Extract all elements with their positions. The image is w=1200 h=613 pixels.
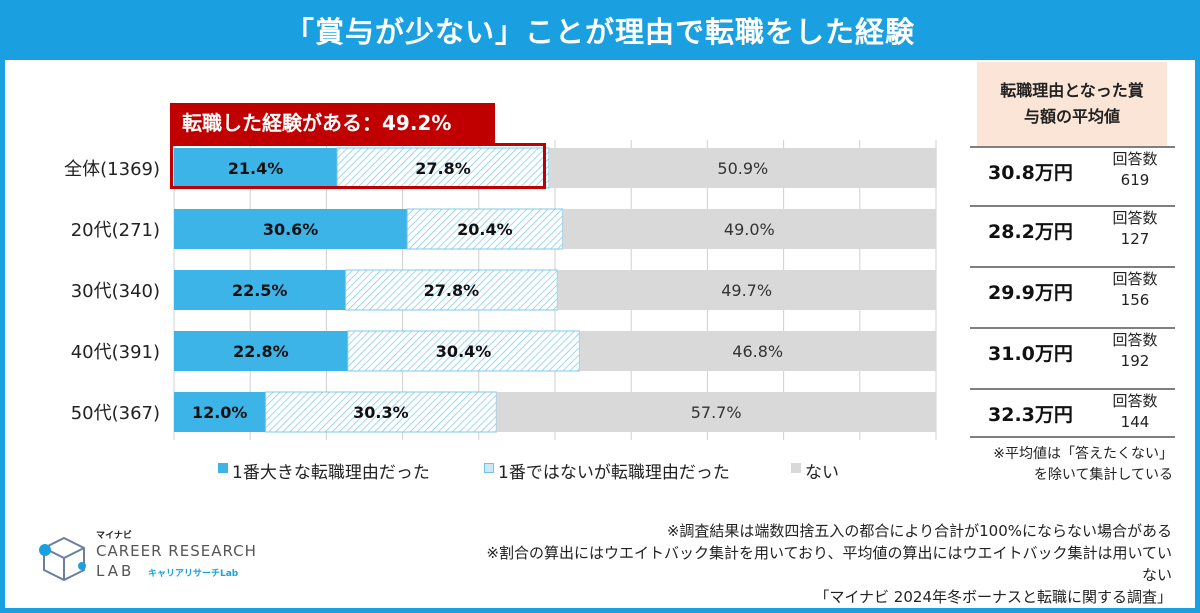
avg-count-block: 回答数 127: [1105, 208, 1165, 250]
legend-label: 1番ではないが転職理由だった: [498, 463, 730, 483]
avg-count-value: 619: [1120, 171, 1150, 189]
avg-count-label: 回答数: [1112, 150, 1158, 168]
avg-value: 28.2万円: [988, 221, 1073, 243]
logo-subtitle: LAB: [96, 562, 135, 580]
data-label: 30.6%: [263, 220, 319, 239]
bar-segment: [548, 148, 937, 188]
footer-note-2: ※割合の算出にはウエイトバック集計を用いており、平均値の算出にはウエイトバック集…: [486, 544, 1172, 584]
avg-count-block: 回答数 192: [1105, 330, 1165, 372]
bar-segment: [336, 147, 550, 189]
category-label: 40代(391): [71, 342, 160, 363]
avg-count-block: 回答数 619: [1105, 149, 1165, 191]
footer-notes: ※調査結果は端数四捨五入の都合により合計が100%にならない場合がある ※割合の…: [472, 520, 1172, 608]
logo-jp: キャリアリサーチLab: [148, 569, 239, 579]
avg-row: 29.9万円 回答数 156: [970, 266, 1175, 314]
legend-swatch: [218, 463, 228, 473]
bar-segment: [406, 208, 564, 250]
avg-value: 32.3万円: [988, 404, 1073, 426]
avg-count-value: 127: [1120, 230, 1150, 248]
data-label: 12.0%: [192, 403, 248, 422]
legend-label: ない: [805, 463, 839, 483]
avg-count-block: 回答数 156: [1105, 269, 1165, 311]
avg-panel-header-line2: 与額の平均値: [1023, 107, 1120, 126]
category-label: 30代(340): [71, 281, 160, 302]
highlight-outline: [170, 143, 546, 189]
bar-segment: [562, 209, 936, 249]
career-research-lab-logo: マイナビ CAREER RESEARCH LAB キャリアリサーチLab: [36, 528, 266, 588]
data-label: 22.5%: [232, 281, 288, 300]
legend-swatch: [791, 463, 801, 473]
avg-note-line1: ※平均値は「答えたくない」: [993, 446, 1173, 462]
bar-segment: [344, 269, 558, 311]
legend-item: ない: [791, 458, 839, 483]
data-label: 27.8%: [415, 159, 471, 178]
avg-count-label: 回答数: [1112, 331, 1158, 349]
avg-row: 31.0万円 回答数 192: [970, 327, 1175, 375]
bar-segment: [174, 270, 346, 310]
avg-row: 32.3万円 回答数 144: [970, 388, 1175, 436]
bar-segment: [174, 331, 348, 371]
bar-segment: [174, 392, 266, 432]
footer-source: 「マイナビ 2024年冬ボーナスと転職に関する調査」: [814, 588, 1172, 606]
avg-note: ※平均値は「答えたくない」 を除いて集計している: [958, 444, 1173, 486]
avg-count-block: 回答数 144: [1105, 391, 1165, 433]
legend-swatch: [484, 463, 494, 473]
bar-segment: [174, 148, 338, 188]
avg-row: 30.8万円 回答数 619: [970, 146, 1175, 194]
data-label: 27.8%: [424, 281, 480, 300]
highlight-label: 転職した経験がある：49.2%: [170, 103, 495, 143]
data-label: 49.7%: [721, 281, 772, 300]
bar-segment: [174, 209, 408, 249]
legend-item: 1番ではないが転職理由だった: [484, 458, 730, 483]
data-label: 30.3%: [353, 403, 409, 422]
bar-segment: [496, 392, 936, 432]
data-label: 57.7%: [691, 403, 742, 422]
cube-logo-icon: [39, 536, 86, 582]
footer-note-1: ※調査結果は端数四捨五入の都合により合計が100%にならない場合がある: [666, 522, 1172, 540]
category-label: 50代(367): [71, 403, 160, 424]
avg-note-line2: を除いて集計している: [1033, 467, 1173, 483]
legend-label: 1番大きな転職理由だった: [232, 463, 430, 483]
avg-count-label: 回答数: [1112, 209, 1158, 227]
avg-panel-header: 転職理由となった賞 与額の平均値: [977, 62, 1167, 146]
avg-count-value: 144: [1120, 413, 1150, 431]
logo-title: CAREER RESEARCH: [96, 542, 257, 560]
data-label: 30.4%: [436, 342, 492, 361]
avg-count-value: 156: [1120, 291, 1150, 309]
avg-count-label: 回答数: [1112, 392, 1158, 410]
logo-brand: マイナビ: [96, 531, 132, 541]
avg-value: 31.0万円: [988, 343, 1073, 365]
bar-segment: [579, 331, 936, 371]
data-label: 22.8%: [233, 342, 289, 361]
avg-panel-divider: [970, 436, 1175, 438]
legend-item: 1番大きな転職理由だった: [218, 458, 430, 483]
bar-segment: [347, 330, 580, 372]
bar-segment: [557, 270, 936, 310]
avg-value: 29.9万円: [988, 282, 1073, 304]
data-label: 46.8%: [732, 342, 783, 361]
data-label: 21.4%: [228, 159, 284, 178]
category-label: 全体(1369): [64, 159, 160, 180]
avg-count-label: 回答数: [1112, 270, 1158, 288]
avg-panel-header-line1: 転職理由となった賞: [1000, 81, 1144, 100]
category-label: 20代(271): [71, 220, 160, 241]
bar-segment: [264, 391, 497, 433]
chart-title: 「賞与が少ない」ことが理由で転職をした経験: [5, 5, 1195, 60]
data-label: 50.9%: [717, 159, 768, 178]
data-label: 49.0%: [724, 220, 775, 239]
avg-count-value: 192: [1120, 352, 1150, 370]
avg-row: 28.2万円 回答数 127: [970, 205, 1175, 253]
avg-value: 30.8万円: [988, 162, 1073, 184]
data-label: 20.4%: [457, 220, 513, 239]
